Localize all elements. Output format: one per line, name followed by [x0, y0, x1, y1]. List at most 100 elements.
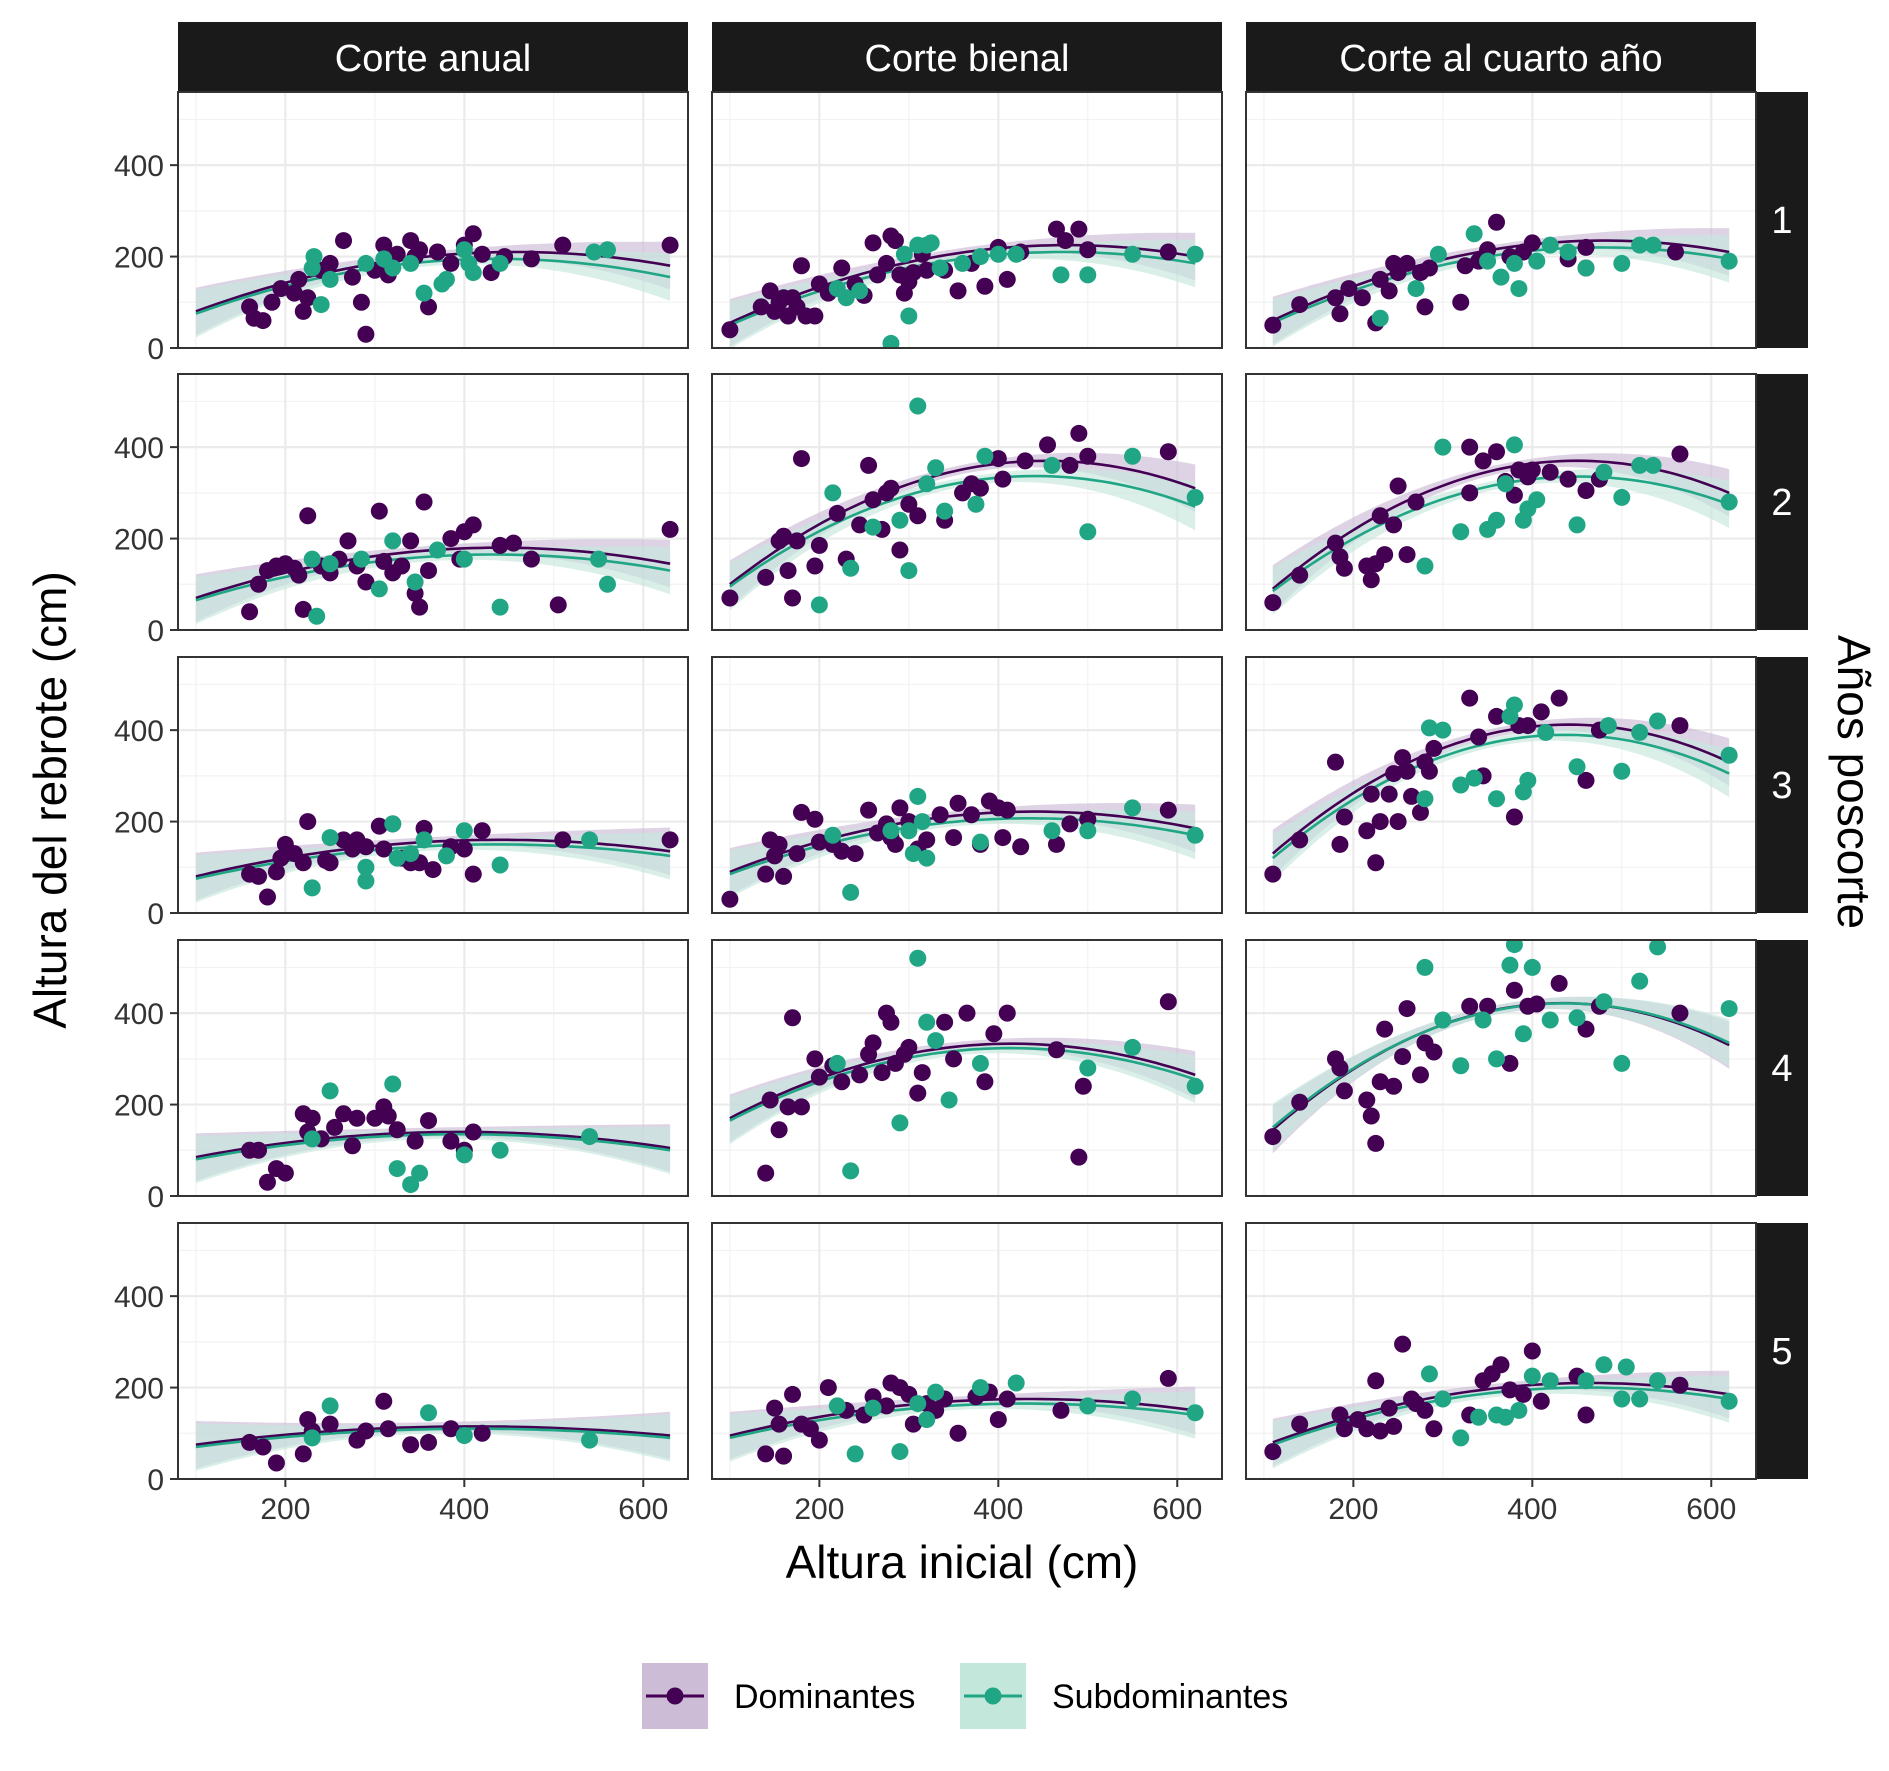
point-dominantes: [761, 1091, 779, 1109]
point-dominantes: [721, 589, 739, 607]
point-subdominantes: [1496, 475, 1514, 493]
point-dominantes: [241, 603, 259, 621]
point-dominantes: [1501, 1381, 1519, 1399]
point-dominantes: [1671, 445, 1689, 463]
point-subdominantes: [455, 1146, 473, 1164]
point-subdominantes: [1644, 236, 1662, 254]
point-subdominantes: [1186, 1404, 1204, 1422]
point-dominantes: [1371, 507, 1389, 525]
point-dominantes: [267, 863, 285, 881]
panel-r3-c1: [177, 656, 689, 914]
point-subdominantes: [1124, 799, 1142, 817]
point-dominantes: [379, 1420, 397, 1438]
point-subdominantes: [384, 1075, 402, 1093]
point-dominantes: [958, 1004, 976, 1022]
point-subdominantes: [918, 1411, 936, 1429]
point-dominantes: [254, 312, 272, 330]
point-dominantes: [455, 840, 473, 858]
legend-key-point: [666, 1687, 684, 1705]
point-dominantes: [1335, 808, 1353, 826]
point-dominantes: [402, 1436, 420, 1454]
point-dominantes: [294, 854, 312, 872]
point-dominantes: [891, 799, 909, 817]
point-dominantes: [272, 849, 290, 867]
point-dominantes: [976, 277, 994, 295]
panel-border: [177, 939, 689, 1197]
point-subdominantes: [1720, 493, 1738, 511]
point-subdominantes: [357, 872, 375, 890]
point-subdominantes: [1434, 721, 1452, 739]
point-dominantes: [335, 232, 353, 250]
point-dominantes: [846, 845, 864, 863]
point-dominantes: [1056, 232, 1074, 250]
point-subdominantes: [590, 550, 608, 568]
point-dominantes: [388, 245, 406, 263]
row-strip-1: [1756, 92, 1808, 348]
row-strip-label: 5: [1771, 1331, 1792, 1373]
point-dominantes: [1331, 1406, 1349, 1424]
point-subdominantes: [1007, 245, 1025, 263]
point-dominantes: [357, 838, 375, 856]
panel-border: [711, 373, 1223, 631]
point-dominantes: [721, 321, 739, 339]
panel-r1-c2: [711, 91, 1223, 349]
point-dominantes: [784, 1009, 802, 1027]
panel-background: [1246, 940, 1756, 1196]
confidence-band-dominantes: [729, 803, 1196, 896]
y-tick-label: 200: [114, 242, 164, 275]
fit-line-subdominantes: [729, 1046, 1196, 1122]
point-dominantes: [1291, 1093, 1309, 1111]
point-subdominantes: [1631, 1390, 1649, 1408]
point-dominantes: [357, 325, 375, 343]
column-strip-3: [1246, 22, 1756, 92]
point-subdominantes: [846, 1445, 864, 1463]
panel-border: [711, 91, 1223, 349]
y-axis-title: Altura del rebrote (cm): [24, 571, 76, 1029]
row-strip-3: [1756, 657, 1808, 913]
point-dominantes: [411, 241, 429, 259]
point-dominantes: [375, 840, 393, 858]
point-subdominantes: [1519, 771, 1537, 789]
y-tick-label: 0: [147, 898, 164, 931]
point-subdominantes: [321, 829, 339, 847]
point-dominantes: [1371, 1073, 1389, 1091]
point-dominantes: [1264, 865, 1282, 883]
panel-r2-c2: [711, 373, 1223, 631]
x-tick-label: 200: [1328, 1493, 1378, 1526]
point-subdominantes: [882, 334, 900, 348]
point-dominantes: [1385, 765, 1403, 783]
point-dominantes: [290, 270, 308, 288]
point-dominantes: [873, 1064, 891, 1082]
point-dominantes: [1371, 270, 1389, 288]
point-dominantes: [757, 865, 775, 883]
point-subdominantes: [1720, 1392, 1738, 1410]
point-dominantes: [1367, 1134, 1385, 1152]
point-dominantes: [1061, 456, 1079, 474]
point-subdominantes: [967, 495, 985, 513]
fit-line-subdominantes: [1271, 1001, 1730, 1129]
point-dominantes: [1389, 477, 1407, 495]
y-axes: 0 200 400 0 200 400 0 200 400 0 200 400 0 200 400: [114, 150, 178, 1497]
point-dominantes: [464, 1123, 482, 1141]
point-subdominantes: [1523, 958, 1541, 976]
point-dominantes: [1671, 717, 1689, 735]
point-dominantes: [290, 566, 308, 584]
point-subdominantes: [1720, 746, 1738, 764]
point-dominantes: [420, 1433, 438, 1451]
fit-line-subdominantes: [729, 474, 1196, 588]
point-subdominantes: [1649, 940, 1667, 956]
point-dominantes: [851, 516, 869, 534]
point-subdominantes: [437, 847, 455, 865]
point-subdominantes: [1079, 1059, 1097, 1077]
point-subdominantes: [388, 849, 406, 867]
y-tick-label: 200: [114, 807, 164, 840]
row-strip-label: 1: [1771, 200, 1792, 242]
point-dominantes: [424, 861, 442, 879]
point-subdominantes: [1649, 712, 1667, 730]
point-dominantes: [1398, 1000, 1416, 1018]
point-subdominantes: [1407, 280, 1425, 298]
point-subdominantes: [321, 270, 339, 288]
point-subdominantes: [1631, 972, 1649, 990]
point-dominantes: [792, 450, 810, 468]
point-dominantes: [428, 243, 446, 261]
